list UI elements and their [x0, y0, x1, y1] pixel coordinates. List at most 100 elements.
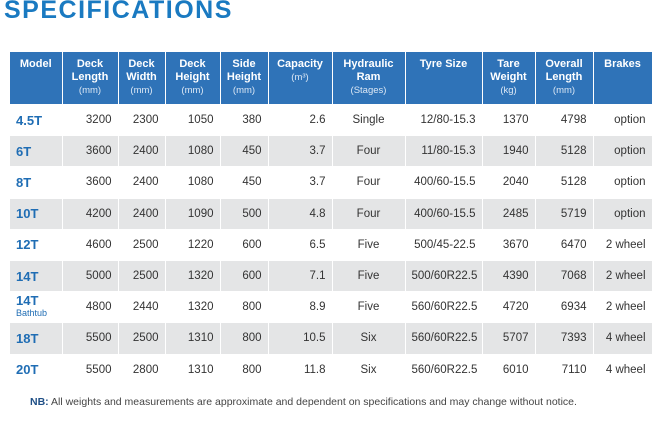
- column-header: Tare Weight (kg): [482, 52, 536, 105]
- table-cell: 4600: [62, 228, 119, 261]
- column-header: Brakes: [593, 52, 653, 105]
- table-cell: 5128: [535, 135, 594, 167]
- table-cell: Four: [332, 197, 406, 230]
- table-cell: 1050: [165, 103, 221, 136]
- header-row: Model Deck Length (mm) Deck Width (mm) Deck H…: [10, 52, 653, 105]
- table-cell: Four: [332, 135, 406, 167]
- table-row: 4.5T 3200 2300 1050 380 2.6 Single 12/80-15.3 13…: [10, 103, 653, 136]
- table-cell: 4200: [62, 197, 119, 230]
- table-cell: 2 wheel: [593, 259, 653, 292]
- table-row: 14T 5000 2500 1320 600 7.1 Five 500/60R22.5 4390…: [10, 259, 653, 292]
- table-cell: 800: [220, 322, 269, 354]
- header-unit: (mm): [78, 85, 102, 96]
- column-header: Deck Length (mm): [62, 52, 119, 105]
- table-cell: 450: [220, 166, 269, 199]
- table-cell: 800: [220, 291, 269, 323]
- table-cell: Five: [332, 228, 406, 261]
- table-cell: 600: [220, 259, 269, 292]
- model-name: 8T: [16, 174, 32, 190]
- header-label: Deck Height: [175, 58, 210, 83]
- column-header: Deck Width (mm): [118, 52, 166, 105]
- table-row: 12T 4600 2500 1220 600 6.5 Five 500/45-22.5 3670…: [10, 228, 653, 261]
- table-cell: 2500: [118, 228, 166, 261]
- table-cell: 7110: [535, 353, 594, 385]
- table-cell: 2400: [118, 166, 166, 199]
- table-cell: 1940: [482, 135, 536, 167]
- table-cell: 11.8: [268, 353, 333, 385]
- table-cell: 2 wheel: [593, 228, 653, 261]
- table-cell: option: [593, 197, 653, 230]
- header-unit: (mm): [232, 85, 256, 96]
- table-row: 18T 5500 2500 1310 800 10.5 Six 560/60R22.5 5707…: [10, 322, 653, 354]
- table-cell: 5707: [482, 322, 536, 354]
- table-cell: 450: [220, 135, 269, 167]
- table-cell: option: [593, 166, 653, 199]
- table-cell: 2485: [482, 197, 536, 230]
- table-cell: 7068: [535, 259, 594, 292]
- model-cell: 20T: [10, 353, 63, 385]
- column-header: Deck Height (mm): [165, 52, 221, 105]
- header-label: Capacity: [277, 58, 323, 70]
- model-cell: 6T: [10, 135, 63, 167]
- table-cell: 5719: [535, 197, 594, 230]
- table-cell: option: [593, 103, 653, 136]
- column-header: Overall Length (mm): [535, 52, 594, 105]
- model-cell: 4.5T: [10, 103, 63, 136]
- table-cell: 400/60-15.5: [405, 166, 483, 199]
- model-variant: Bathtub: [16, 308, 48, 319]
- header-unit: (m³): [291, 72, 309, 83]
- table-cell: 6.5: [268, 228, 333, 261]
- table-cell: 4 wheel: [593, 353, 653, 385]
- model-cell: 12T: [10, 228, 63, 261]
- column-header: Side Height (mm): [220, 52, 269, 105]
- model-cell: 18T: [10, 322, 63, 354]
- table-cell: 380: [220, 103, 269, 136]
- table-cell: 1320: [165, 259, 221, 292]
- column-header: Model: [10, 52, 63, 105]
- table-cell: 800: [220, 353, 269, 385]
- table-cell: 12/80-15.3: [405, 103, 483, 136]
- table-cell: 1370: [482, 103, 536, 136]
- table-cell: 7393: [535, 322, 594, 354]
- table-cell: 1080: [165, 135, 221, 167]
- note-text: All weights and measurements are approxi…: [51, 396, 577, 408]
- model-cell: 10T: [10, 197, 63, 230]
- table-cell: Single: [332, 103, 406, 136]
- table-cell: 1080: [165, 166, 221, 199]
- header-unit: (mm): [181, 85, 204, 96]
- table-cell: 500: [220, 197, 269, 230]
- table-cell: 1220: [165, 228, 221, 261]
- header-label: Hydraulic Ram: [343, 58, 394, 83]
- table-cell: 4800: [62, 291, 119, 323]
- model-name: 18T: [16, 330, 39, 346]
- table-cell: 600: [220, 228, 269, 261]
- table-cell: Five: [332, 291, 406, 323]
- table-cell: 4 wheel: [593, 322, 653, 354]
- table-cell: 3600: [62, 135, 119, 167]
- table-cell: Four: [332, 166, 406, 199]
- table-cell: Five: [332, 259, 406, 292]
- model-cell: 14T: [10, 259, 63, 292]
- table-cell: 2500: [118, 322, 166, 354]
- table-cell: 500/60R22.5: [405, 259, 483, 292]
- table-cell: 5128: [535, 166, 594, 199]
- table-row: 14T Bathtub 4800 2440 1320 800 8.9 Five 560/60R2…: [10, 291, 653, 323]
- header-label: Deck Length: [71, 58, 109, 83]
- header-unit: (mm): [130, 85, 153, 96]
- table-cell: 3200: [62, 103, 119, 136]
- table-cell: 10.5: [268, 322, 333, 354]
- table-cell: 2 wheel: [593, 291, 653, 323]
- table-cell: 500/45-22.5: [405, 228, 483, 261]
- table-cell: 2040: [482, 166, 536, 199]
- table-row: 20T 5500 2800 1310 800 11.8 Six 560/60R22.5 6010…: [10, 353, 653, 385]
- spec-table: Model Deck Length (mm) Deck Width (mm) Deck H…: [10, 52, 653, 385]
- table-cell: 2300: [118, 103, 166, 136]
- table-cell: 4798: [535, 103, 594, 136]
- table-cell: 560/60R22.5: [405, 322, 483, 354]
- header-label: Model: [19, 58, 52, 70]
- table-cell: 5000: [62, 259, 119, 292]
- model-name: 14T: [16, 268, 39, 284]
- table-cell: 400/60-15.5: [405, 197, 483, 230]
- table-cell: 6010: [482, 353, 536, 385]
- table-cell: 4720: [482, 291, 536, 323]
